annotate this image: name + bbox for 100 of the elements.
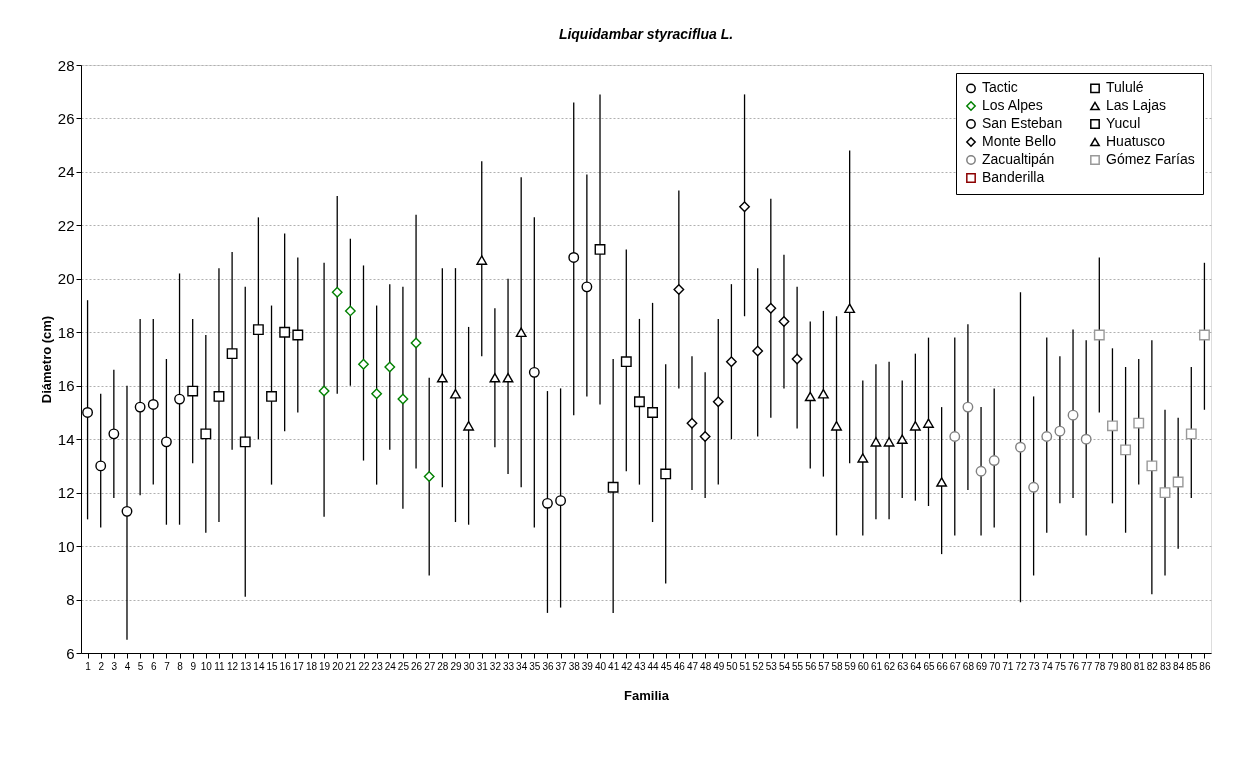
x-tick-label: 53 — [765, 660, 778, 672]
point — [292, 329, 304, 341]
point — [1067, 409, 1079, 421]
point — [975, 465, 987, 477]
x-tick-label: 15 — [266, 660, 279, 672]
x-tick-label: 37 — [555, 660, 568, 672]
point — [147, 399, 159, 410]
legend-label: San Esteban — [982, 115, 1063, 131]
legend-label: Tactic — [982, 79, 1018, 96]
point — [594, 243, 606, 255]
x-tick-label: 36 — [542, 660, 554, 672]
x-tick-label: 73 — [1028, 660, 1041, 672]
x-tick-label: 52 — [752, 660, 765, 672]
point — [331, 286, 343, 298]
x-tick-label: 40 — [594, 660, 607, 672]
point — [1120, 444, 1132, 456]
x-tick-label: 39 — [581, 660, 594, 672]
point — [489, 372, 501, 383]
x-tick-label: 74 — [1041, 660, 1054, 672]
point — [266, 390, 277, 402]
point — [1159, 487, 1171, 499]
legend-label: Tululé — [1106, 79, 1144, 96]
point — [712, 396, 724, 408]
x-tick-label: 57 — [818, 660, 830, 672]
x-tick-label: 45 — [660, 660, 673, 672]
point — [791, 353, 803, 365]
point — [239, 436, 251, 448]
point — [647, 407, 659, 418]
x-tick-label: 13 — [240, 660, 252, 672]
point — [95, 460, 107, 472]
point — [515, 327, 527, 338]
point — [686, 417, 698, 429]
point — [817, 388, 829, 399]
x-tick-label: 5 — [137, 660, 144, 672]
y-tick-label: 18 — [57, 323, 75, 341]
x-tick-label: 62 — [884, 660, 896, 672]
point — [1133, 417, 1145, 429]
point — [1054, 425, 1066, 437]
point — [1146, 460, 1158, 472]
x-tick-label: 10 — [200, 660, 213, 672]
x-tick-label: 38 — [568, 660, 581, 672]
chart-title: Liquidambar styraciflua L. — [558, 26, 734, 42]
point — [1028, 481, 1040, 493]
point — [1198, 329, 1210, 341]
legend-label: Yucul — [1106, 115, 1141, 131]
point — [213, 390, 225, 402]
point — [450, 388, 461, 399]
x-tick-label: 84 — [1173, 660, 1185, 672]
x-tick-label: 28 — [437, 660, 449, 672]
x-tick-label: 80 — [1120, 660, 1133, 672]
x-tick-label: 77 — [1081, 660, 1093, 672]
point — [1041, 431, 1053, 442]
y-axis-title: Diámetro (cm) — [38, 315, 54, 404]
point — [699, 431, 711, 442]
y-tick-label: 16 — [57, 377, 75, 395]
x-tick-label: 50 — [726, 660, 738, 672]
point — [476, 255, 488, 265]
x-tick-label: 46 — [673, 660, 686, 672]
legend-label: Monte Bello — [982, 133, 1057, 149]
x-tick-label: 35 — [529, 660, 541, 672]
point — [752, 345, 764, 357]
x-tick-label: 3 — [111, 660, 118, 672]
x-tick-label: 76 — [1067, 660, 1080, 672]
x-tick-label: 1 — [85, 660, 92, 672]
x-tick-label: 32 — [489, 660, 502, 672]
point — [581, 281, 593, 293]
x-tick-label: 71 — [1002, 660, 1014, 672]
x-tick-label: 81 — [1133, 660, 1146, 672]
point — [555, 495, 567, 507]
point — [358, 358, 369, 370]
x-tick-label: 42 — [621, 660, 633, 672]
x-tick-label: 78 — [1094, 660, 1106, 672]
y-tick-label: 8 — [66, 591, 75, 609]
point — [1093, 329, 1105, 341]
x-tick-label: 30 — [463, 660, 476, 672]
x-tick-label: 9 — [190, 660, 197, 672]
x-tick-label: 41 — [608, 660, 620, 672]
x-tick-label: 65 — [923, 660, 935, 672]
point — [988, 455, 1000, 466]
x-tick-label: 61 — [870, 660, 883, 672]
x-tick-label: 25 — [397, 660, 410, 672]
x-tick-label: 86 — [1199, 660, 1211, 672]
x-tick-label: 85 — [1186, 660, 1198, 672]
point — [909, 421, 921, 431]
x-tick-label: 8 — [177, 660, 184, 672]
x-tick-label: 18 — [305, 660, 318, 672]
point — [344, 305, 356, 317]
x-tick-label: 69 — [976, 660, 988, 672]
x-tick-label: 27 — [424, 660, 436, 672]
point — [857, 453, 869, 463]
point — [568, 252, 580, 263]
x-tick-label: 82 — [1146, 660, 1159, 672]
x-tick-label: 54 — [778, 660, 791, 672]
x-tick-label: 68 — [962, 660, 975, 672]
point — [1080, 433, 1092, 445]
point — [174, 393, 185, 405]
point — [82, 407, 94, 418]
x-tick-label: 70 — [989, 660, 1001, 672]
point — [620, 356, 632, 368]
point — [1172, 476, 1184, 488]
